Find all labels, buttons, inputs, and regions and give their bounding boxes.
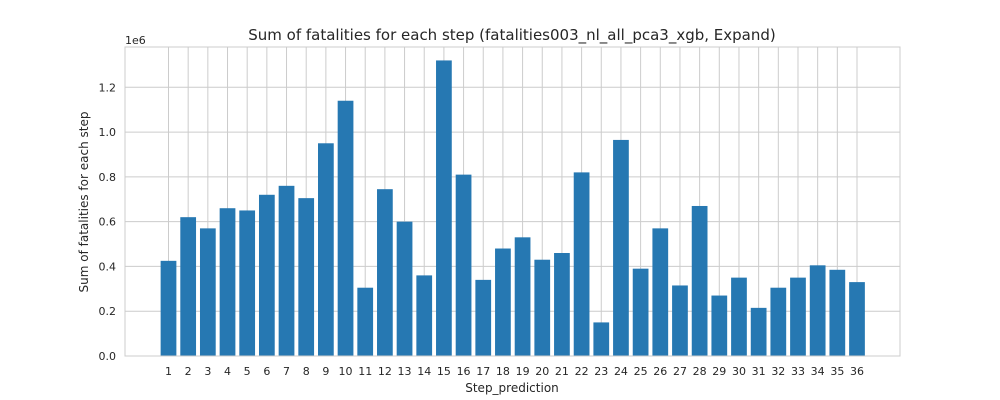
x-tick-label: 29 bbox=[712, 365, 726, 378]
bar-step-13 bbox=[396, 221, 413, 356]
x-tick-label: 7 bbox=[283, 365, 290, 378]
x-tick-label: 33 bbox=[791, 365, 805, 378]
bar-step-3 bbox=[199, 228, 216, 356]
bar-step-12 bbox=[377, 189, 393, 356]
x-tick-label: 10 bbox=[339, 365, 353, 378]
x-tick-label: 23 bbox=[594, 365, 608, 378]
bar-step-27 bbox=[672, 285, 688, 356]
bar-step-28 bbox=[691, 205, 708, 356]
x-tick-label: 30 bbox=[732, 365, 746, 378]
x-axis-label: Step_prediction bbox=[465, 381, 559, 395]
bar-step-36 bbox=[849, 282, 865, 356]
x-tick-label: 36 bbox=[850, 365, 864, 378]
bar-step-33 bbox=[790, 277, 806, 356]
bar-step-10 bbox=[337, 100, 354, 356]
bar-step-15 bbox=[436, 60, 452, 356]
x-tick-label: 15 bbox=[437, 365, 451, 378]
bar-step-35 bbox=[829, 269, 846, 356]
x-tick-label: 17 bbox=[476, 365, 490, 378]
y-tick-label: 0.8 bbox=[99, 171, 117, 184]
bar-step-2 bbox=[180, 217, 197, 356]
bar-step-24 bbox=[613, 139, 629, 356]
x-tick-label: 24 bbox=[614, 365, 628, 378]
x-tick-labels: 1 2 3 4 5 6 7 8 9 10 11 12 13 14 15 16 17 18 19 20 21 22 23 24 2… bbox=[165, 365, 864, 378]
x-tick-label: 16 bbox=[457, 365, 471, 378]
x-tick-label: 26 bbox=[653, 365, 667, 378]
bar-step-18 bbox=[495, 248, 511, 356]
x-tick-label: 1 bbox=[165, 365, 172, 378]
bar-step-31 bbox=[750, 307, 767, 356]
x-tick-label: 18 bbox=[496, 365, 510, 378]
y-axis-label: Sum of fatalities for each step bbox=[77, 112, 91, 293]
bar-step-29 bbox=[711, 295, 728, 356]
x-tick-label: 13 bbox=[398, 365, 412, 378]
x-tick-label: 5 bbox=[244, 365, 251, 378]
bar-step-9 bbox=[318, 143, 334, 356]
bar-step-16 bbox=[455, 174, 472, 356]
x-tick-label: 27 bbox=[673, 365, 687, 378]
y-offset-label: 1e6 bbox=[125, 34, 146, 47]
plot-frame bbox=[124, 46, 901, 357]
bar-step-22 bbox=[573, 172, 590, 356]
bar-step-8 bbox=[298, 198, 315, 356]
x-tick-label: 19 bbox=[516, 365, 530, 378]
y-tick-label: 0.6 bbox=[99, 216, 117, 229]
y-tick-label: 0.4 bbox=[99, 260, 117, 273]
chart-title: Sum of fatalities for each step (fatalit… bbox=[248, 26, 776, 45]
x-tick-label: 2 bbox=[185, 365, 192, 378]
bar-step-19 bbox=[514, 237, 531, 356]
bar-step-21 bbox=[554, 253, 570, 356]
bar-step-23 bbox=[593, 322, 610, 356]
x-tick-label: 8 bbox=[303, 365, 310, 378]
bar-step-30 bbox=[731, 277, 747, 356]
bar-step-34 bbox=[809, 265, 826, 356]
bar-step-4 bbox=[219, 208, 236, 356]
x-tick-label: 11 bbox=[358, 365, 372, 378]
x-tick-label: 31 bbox=[752, 365, 766, 378]
x-tick-label: 32 bbox=[771, 365, 785, 378]
x-tick-label: 9 bbox=[322, 365, 329, 378]
x-tick-label: 3 bbox=[204, 365, 211, 378]
x-tick-label: 28 bbox=[693, 365, 707, 378]
x-tick-label: 22 bbox=[575, 365, 589, 378]
bar-step-32 bbox=[770, 287, 787, 356]
y-tick-label: 0.0 bbox=[99, 350, 117, 363]
x-tick-label: 20 bbox=[535, 365, 549, 378]
bar-step-26 bbox=[652, 228, 669, 356]
x-tick-label: 21 bbox=[555, 365, 569, 378]
x-tick-label: 25 bbox=[634, 365, 648, 378]
x-tick-label: 14 bbox=[417, 365, 431, 378]
y-tick-labels: 0.0 0.2 0.4 0.6 0.8 1.0 1.2 bbox=[99, 81, 117, 363]
x-tick-label: 12 bbox=[378, 365, 392, 378]
bar-step-14 bbox=[416, 275, 433, 356]
bar-step-7 bbox=[278, 185, 295, 356]
bar-step-17 bbox=[475, 279, 492, 356]
bar-step-6 bbox=[258, 194, 275, 356]
x-tick-label: 6 bbox=[263, 365, 270, 378]
x-tick-label: 34 bbox=[811, 365, 825, 378]
bars bbox=[160, 60, 865, 356]
bar-step-25 bbox=[632, 268, 649, 356]
x-tick-label: 4 bbox=[224, 365, 231, 378]
bar-step-5 bbox=[239, 210, 256, 356]
bar-step-11 bbox=[357, 287, 374, 356]
x-tick-label: 35 bbox=[830, 365, 844, 378]
y-tick-label: 1.0 bbox=[99, 126, 117, 139]
y-tick-label: 0.2 bbox=[99, 305, 117, 318]
bar-step-1 bbox=[160, 260, 177, 356]
bar-step-20 bbox=[534, 259, 551, 356]
y-tick-label: 1.2 bbox=[99, 81, 117, 94]
